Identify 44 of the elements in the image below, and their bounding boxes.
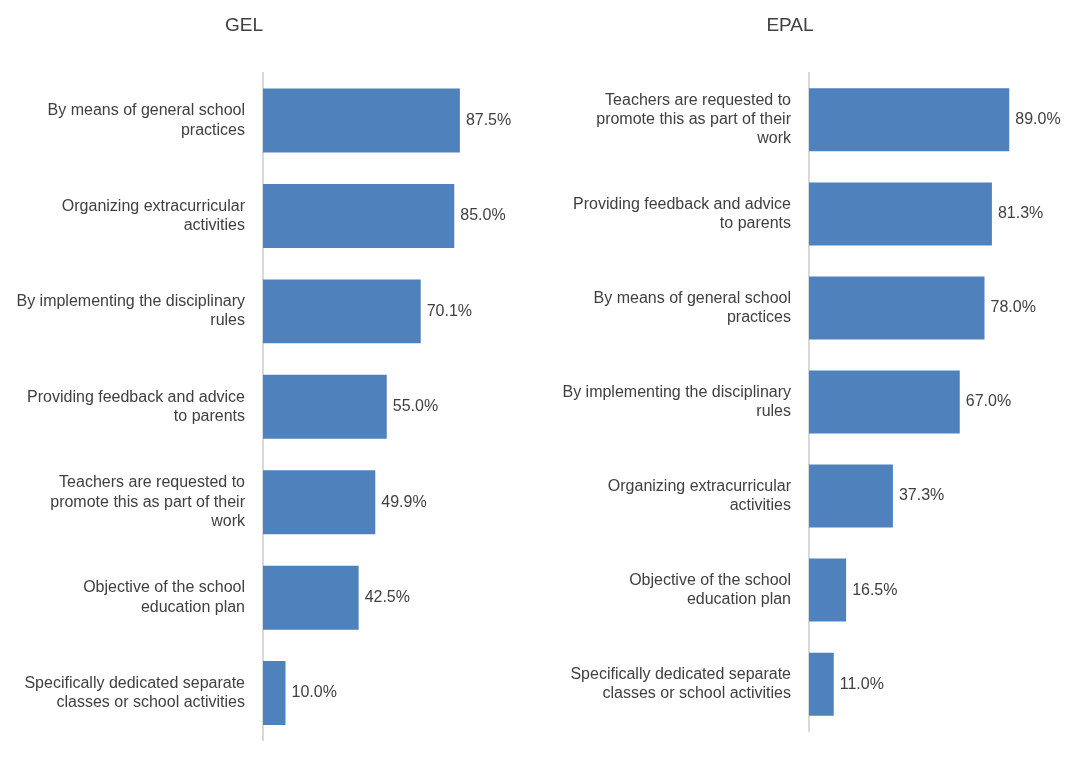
data-label: 89.0% [1015,110,1061,128]
data-label: 85.0% [460,206,506,224]
bar [263,183,455,248]
y-tick-label: Organizing extracurricular activities [607,476,792,514]
data-label: 42.5% [364,588,410,606]
bar [263,565,359,630]
bar [809,558,847,622]
y-tick-label: Providing feedback and advice to parents [573,194,792,231]
data-label: 87.5% [465,110,512,128]
chart-title: EPAL [766,13,814,35]
bar [809,88,1010,152]
y-tick-label: By means of general school practices [47,101,245,138]
y-tick-label: Providing feedback and advice to parents [27,387,246,424]
bar [809,276,985,340]
y-tick-label: Specifically dedicated separate classes or school activities [24,673,246,711]
bar [809,652,834,716]
data-label: 49.9% [381,492,427,510]
chart-title: GEL [224,13,264,35]
bar [263,88,460,153]
y-tick-label: Teachers are requested to promote this as part of their work [50,473,246,529]
bar [809,182,992,246]
y-tick-label: Objective of the school education plan [83,578,245,615]
data-label: 78.0% [990,298,1036,316]
y-tick-label: Organizing extracurricular activities [61,196,246,233]
data-label: 70.1% [426,301,473,319]
data-label: 11.0% [839,674,884,692]
bar [263,661,286,726]
y-tick-label: Teachers are requested to promote this as part of their work [596,91,792,147]
bar [263,279,421,344]
y-tick-label: By implementing the disciplinary rules [562,382,791,420]
bar [809,370,960,434]
bar [809,464,893,528]
data-label: 16.5% [852,580,898,598]
data-label: 81.3% [997,204,1044,222]
data-label: 10.0% [291,683,337,701]
y-tick-label: By implementing the disciplinary rules [16,292,245,329]
y-tick-label: Specifically dedicated separate classes or school activities [570,664,792,702]
bar [263,374,387,439]
data-label: 67.0% [965,392,1012,410]
data-label: 37.3% [898,486,945,504]
bar [263,470,376,535]
y-tick-label: By means of general school practices [593,288,791,325]
data-label: 55.0% [392,397,439,415]
y-tick-label: Objective of the school education plan [629,570,791,608]
